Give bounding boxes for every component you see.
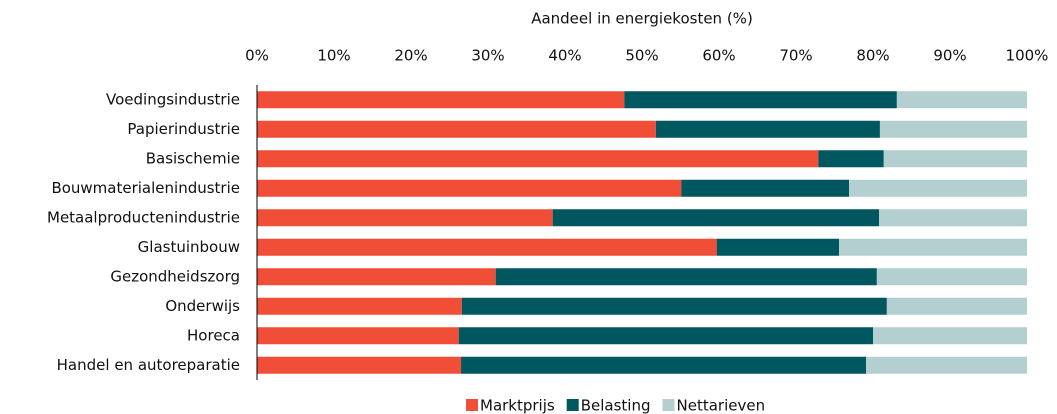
y-tick-label: Voedingsindustrie [106,90,240,108]
bar-segment [896,91,1027,109]
x-tick-label: 90% [933,47,966,65]
x-tick-label: 30% [471,47,504,65]
y-tick-label: Handel en autoreparatie [57,356,240,374]
legend-label: Marktprijs [480,397,555,414]
bar-segment [458,327,873,345]
legend-label: Nettarieven [677,397,766,414]
y-tick-label: Glastuinbouw [138,238,240,256]
bar-segment [257,297,462,315]
bar-segment [818,150,884,168]
y-tick-label: Bouwmaterialenindustrie [51,179,240,197]
bar-segment [257,268,496,286]
bar-segment [883,150,1027,168]
bar-segment [655,120,880,138]
bar-segment [879,209,1027,227]
x-tick-label: 70% [779,47,812,65]
y-tick-label: Basischemie [146,149,240,167]
bar-segment [257,238,717,256]
y-tick-label: Onderwijs [165,297,240,315]
bar-segment [257,327,459,345]
legend-swatch [566,399,579,411]
bar-segment [461,297,887,315]
legend-swatch [466,399,478,411]
x-tick-label: 0% [245,47,269,65]
bar-segment [257,356,462,374]
bar-segment [624,91,897,109]
legend-label: Belasting [581,397,651,414]
bar-segment [257,150,819,168]
x-tick-label: 40% [548,47,581,65]
y-tick-label: Gezondheidszorg [110,267,240,285]
bar-segment [552,209,880,227]
bar-segment [257,179,682,197]
bar-segment [873,327,1027,345]
bar-segment [257,209,553,227]
y-tick-label: Papierindustrie [127,120,240,138]
bar-segment [716,238,840,256]
bar-segment [257,91,625,109]
bar-segment [866,356,1027,374]
bar-segment [839,238,1027,256]
x-tick-label: 20% [394,47,427,65]
x-tick-label: 60% [702,47,735,65]
bar-segment [879,120,1027,138]
x-tick-label: 100% [1006,47,1049,65]
bar-segment [495,268,877,286]
legend-swatch [662,399,675,411]
bar-segment [681,179,850,197]
x-tick-label: 50% [625,47,658,65]
y-tick-label: Metaalproductenindustrie [47,208,240,226]
x-tick-label: 80% [856,47,889,65]
bar-segment [257,120,656,138]
y-tick-label: Horeca [187,326,240,344]
bar-segment [461,356,867,374]
x-axis-label: Aandeel in energiekosten (%) [531,10,753,28]
bar-segment [886,297,1027,315]
bar-segment [849,179,1027,197]
x-tick-label: 10% [317,47,350,65]
bar-segment [876,268,1027,286]
